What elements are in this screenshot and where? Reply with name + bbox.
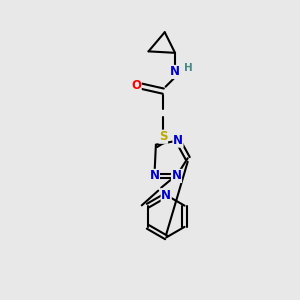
Text: S: S (159, 130, 167, 143)
Text: N: N (173, 134, 183, 147)
Text: O: O (131, 79, 141, 92)
Text: N: N (161, 188, 171, 202)
Text: N: N (170, 65, 180, 79)
Text: N: N (149, 169, 159, 182)
Text: N: N (172, 169, 182, 182)
Text: H: H (184, 63, 193, 74)
